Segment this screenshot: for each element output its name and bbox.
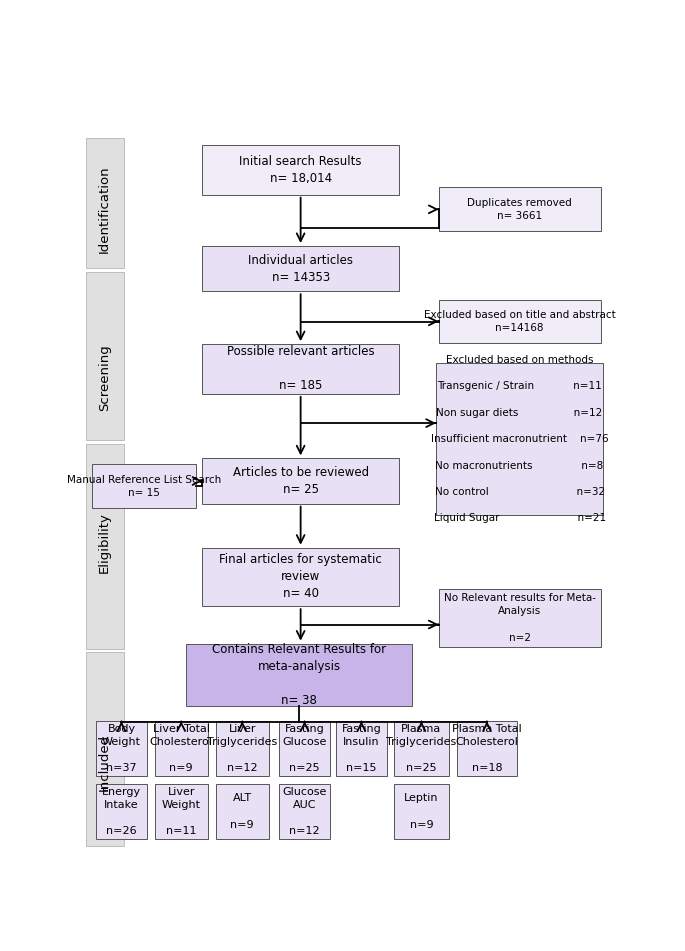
Text: Excluded based on methods

Transgenic / Strain            n=11

Non sugar diets : Excluded based on methods Transgenic / S… — [431, 355, 608, 523]
Text: Manual Reference List Search
n= 15: Manual Reference List Search n= 15 — [66, 475, 221, 497]
Text: Leptin

n=9: Leptin n=9 — [404, 793, 438, 830]
Text: Body
Weight

n=37: Body Weight n=37 — [102, 724, 141, 773]
Text: Final articles for systematic
review
n= 40: Final articles for systematic review n= … — [219, 553, 382, 600]
Text: Excluded based on title and abstract
n=14168: Excluded based on title and abstract n=1… — [424, 310, 616, 333]
Text: Fasting
Glucose

n=25: Fasting Glucose n=25 — [282, 724, 327, 773]
Text: Liver
Triglycerides

n=12: Liver Triglycerides n=12 — [207, 724, 277, 773]
Text: Fasting
Insulin

n=15: Fasting Insulin n=15 — [342, 724, 382, 773]
FancyBboxPatch shape — [438, 589, 601, 648]
Bar — [86, 652, 124, 846]
Text: Individual articles
n= 14353: Individual articles n= 14353 — [248, 254, 353, 283]
FancyBboxPatch shape — [438, 187, 601, 231]
Text: Included: Included — [98, 733, 111, 790]
Text: Plasma Total
Cholesterol

n=18: Plasma Total Cholesterol n=18 — [452, 724, 522, 773]
FancyBboxPatch shape — [155, 721, 208, 776]
Text: Identification: Identification — [98, 165, 111, 253]
FancyBboxPatch shape — [203, 145, 399, 195]
Text: Contains Relevant Results for
meta-analysis

n= 38: Contains Relevant Results for meta-analy… — [212, 643, 386, 707]
FancyBboxPatch shape — [393, 721, 449, 776]
FancyBboxPatch shape — [186, 644, 412, 706]
FancyBboxPatch shape — [203, 458, 399, 504]
Text: Articles to be reviewed
n= 25: Articles to be reviewed n= 25 — [233, 466, 369, 496]
Text: Glucose
AUC

n=12: Glucose AUC n=12 — [282, 786, 327, 837]
FancyBboxPatch shape — [216, 785, 269, 839]
FancyBboxPatch shape — [96, 785, 147, 839]
FancyBboxPatch shape — [393, 785, 449, 839]
Text: Duplicates removed
n= 3661: Duplicates removed n= 3661 — [467, 198, 572, 221]
Text: ALT

n=9: ALT n=9 — [230, 793, 254, 830]
FancyBboxPatch shape — [155, 785, 208, 839]
Text: Screening: Screening — [98, 344, 111, 411]
Text: Possible relevant articles

n= 185: Possible relevant articles n= 185 — [227, 345, 375, 393]
FancyBboxPatch shape — [203, 344, 399, 394]
FancyBboxPatch shape — [203, 246, 399, 291]
Text: Energy
Intake

n=26: Energy Intake n=26 — [102, 786, 141, 837]
FancyBboxPatch shape — [279, 721, 329, 776]
FancyBboxPatch shape — [438, 301, 601, 342]
FancyBboxPatch shape — [279, 785, 329, 839]
Text: Plasma
Triglycerides

n=25: Plasma Triglycerides n=25 — [386, 724, 456, 773]
Text: Eligibility: Eligibility — [98, 512, 111, 573]
FancyBboxPatch shape — [216, 721, 269, 776]
Bar — [86, 272, 124, 440]
Bar — [86, 443, 124, 649]
Text: No Relevant results for Meta-
Analysis

n=2: No Relevant results for Meta- Analysis n… — [444, 593, 596, 643]
FancyBboxPatch shape — [457, 721, 516, 776]
Text: Initial search Results
n= 18,014: Initial search Results n= 18,014 — [239, 155, 362, 184]
FancyBboxPatch shape — [203, 548, 399, 606]
FancyBboxPatch shape — [96, 721, 147, 776]
FancyBboxPatch shape — [92, 464, 195, 508]
FancyBboxPatch shape — [336, 721, 386, 776]
FancyBboxPatch shape — [436, 363, 603, 515]
Bar — [86, 138, 124, 268]
Text: Liver
Weight

n=11: Liver Weight n=11 — [162, 786, 201, 837]
Text: Liver Total
Cholesterol

n=9: Liver Total Cholesterol n=9 — [150, 724, 212, 773]
